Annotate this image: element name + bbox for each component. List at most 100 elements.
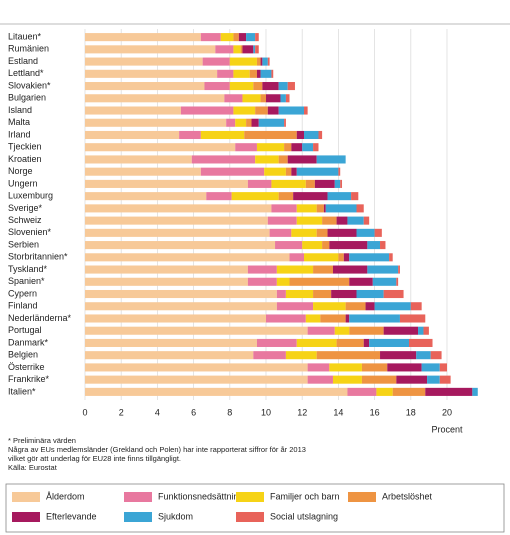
bar-segment <box>267 57 270 66</box>
bar-segment <box>85 130 180 140</box>
legend-swatch <box>236 492 264 502</box>
bar-segment <box>224 94 243 103</box>
bar-segment <box>320 314 346 323</box>
bar-segment <box>374 228 382 237</box>
bar-segment <box>430 351 442 360</box>
bar-segment <box>255 155 279 164</box>
legend-label: Social utslagning <box>270 511 338 521</box>
bar-segment <box>202 57 230 66</box>
bar-segment <box>291 228 317 237</box>
x-tick-label: 4 <box>155 407 160 417</box>
bar-segment <box>347 216 364 225</box>
x-tick-label: 18 <box>406 407 416 417</box>
bar-segment <box>296 204 317 213</box>
y-tick-label: Lettland* <box>8 68 44 78</box>
bar-segment <box>427 375 440 384</box>
bar-segment <box>247 265 277 274</box>
y-tick-label: Nederländerna* <box>8 313 72 323</box>
bar-segment <box>322 241 330 250</box>
bar-segment <box>338 167 341 176</box>
bar-segment <box>253 351 286 360</box>
bar-segment <box>85 277 248 286</box>
x-tick-label: 2 <box>119 407 124 417</box>
bar-segment <box>389 253 393 262</box>
bar-segment <box>258 118 285 127</box>
bar-segment <box>85 351 254 360</box>
bar-segment <box>85 204 272 213</box>
legend-label: Ålderdom <box>46 491 85 501</box>
bar-segment <box>278 192 294 201</box>
bar-segment <box>251 118 259 127</box>
bar-segment <box>287 155 317 164</box>
bar-segment <box>260 57 263 66</box>
bar-segment <box>349 326 384 335</box>
bar-segment <box>238 33 247 42</box>
bar-segment <box>313 143 319 152</box>
bar-segment <box>200 33 221 42</box>
bar-segment <box>180 106 234 115</box>
bar-segment <box>374 302 411 311</box>
bar-segment <box>361 363 388 372</box>
bar-segment <box>284 118 286 127</box>
bar-segment <box>399 314 426 323</box>
bar-segment <box>396 277 399 286</box>
bar-segment <box>363 338 370 347</box>
bar-segment <box>85 387 348 396</box>
bar-segment <box>296 130 305 140</box>
x-tick-label: 20 <box>442 407 452 417</box>
bar-segment <box>85 326 308 335</box>
bar-segment <box>278 82 288 91</box>
legend-label: Efterlevande <box>46 511 97 521</box>
bar-segment <box>229 57 257 66</box>
bar-segment <box>316 228 328 237</box>
bar-segment <box>253 82 263 91</box>
bar-segment <box>334 179 341 188</box>
bar-segment <box>271 204 297 213</box>
bar-segment <box>383 289 404 299</box>
bar-segment <box>233 45 241 54</box>
bar-segment <box>255 33 259 42</box>
bar-segment <box>246 118 252 127</box>
x-tick-label: 6 <box>191 407 196 417</box>
bar-segment <box>304 106 308 115</box>
x-tick-label: 12 <box>297 407 307 417</box>
bar-segment <box>425 387 473 396</box>
y-tick-label: Österrike <box>8 362 45 372</box>
bar-segment <box>313 265 333 274</box>
bar-segment <box>247 277 277 286</box>
bar-segment <box>302 143 314 152</box>
x-tick-label: 0 <box>82 407 87 417</box>
bar-segment <box>367 265 399 274</box>
y-tick-label: Storbritannien* <box>8 252 68 262</box>
bar-segment <box>256 143 285 152</box>
bar-segment <box>85 33 201 42</box>
bar-segment <box>206 192 232 201</box>
bar-segment <box>275 241 303 250</box>
y-tick-label: Spanien* <box>8 276 45 286</box>
y-tick-label: Estland <box>8 56 38 66</box>
bar-segment <box>255 106 268 115</box>
footnote: * Preliminära värden <box>8 436 76 445</box>
legend-swatch <box>124 512 152 522</box>
bar-segment <box>276 302 314 311</box>
bar-segment <box>280 94 286 103</box>
y-tick-label: Litauen* <box>8 31 42 41</box>
bar-segment <box>233 106 256 115</box>
bar-segment <box>307 375 333 384</box>
bar-segment <box>296 216 323 225</box>
bar-segment <box>316 155 346 164</box>
bar-segment <box>264 167 286 176</box>
y-tick-label: Kroatien <box>8 154 42 164</box>
bar-segment <box>383 326 419 335</box>
bar-segment <box>340 179 343 188</box>
bar-segment <box>376 387 393 396</box>
bar-segment <box>287 82 295 91</box>
bar-segment <box>416 351 431 360</box>
y-tick-label: Italien* <box>8 386 36 396</box>
bar-segment <box>304 253 339 262</box>
bar-segment <box>85 216 268 225</box>
legend-label: Familjer och barn <box>270 491 340 501</box>
bar-segment <box>240 45 243 54</box>
bar-segment <box>329 241 368 250</box>
bar-segment <box>356 228 375 237</box>
